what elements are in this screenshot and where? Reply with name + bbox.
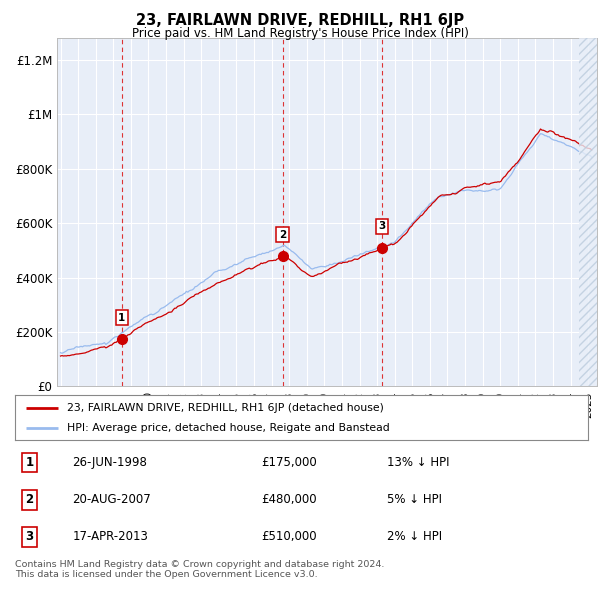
Text: 3: 3 bbox=[379, 221, 386, 231]
Bar bbox=[580, 38, 600, 386]
Text: 2: 2 bbox=[25, 493, 34, 506]
Text: 17-APR-2013: 17-APR-2013 bbox=[73, 530, 148, 543]
Text: 2% ↓ HPI: 2% ↓ HPI bbox=[388, 530, 443, 543]
Text: 1: 1 bbox=[25, 456, 34, 469]
Text: £175,000: £175,000 bbox=[262, 456, 317, 469]
Text: 23, FAIRLAWN DRIVE, REDHILL, RH1 6JP (detached house): 23, FAIRLAWN DRIVE, REDHILL, RH1 6JP (de… bbox=[67, 403, 383, 412]
Text: Contains HM Land Registry data © Crown copyright and database right 2024.
This d: Contains HM Land Registry data © Crown c… bbox=[15, 560, 385, 579]
Text: 2: 2 bbox=[279, 230, 286, 240]
Text: 26-JUN-1998: 26-JUN-1998 bbox=[73, 456, 147, 469]
Text: 23, FAIRLAWN DRIVE, REDHILL, RH1 6JP: 23, FAIRLAWN DRIVE, REDHILL, RH1 6JP bbox=[136, 13, 464, 28]
Text: 13% ↓ HPI: 13% ↓ HPI bbox=[388, 456, 450, 469]
Text: 1: 1 bbox=[118, 313, 125, 323]
Text: Price paid vs. HM Land Registry's House Price Index (HPI): Price paid vs. HM Land Registry's House … bbox=[131, 27, 469, 40]
Text: £480,000: £480,000 bbox=[262, 493, 317, 506]
Text: £510,000: £510,000 bbox=[262, 530, 317, 543]
Text: 20-AUG-2007: 20-AUG-2007 bbox=[73, 493, 151, 506]
Text: HPI: Average price, detached house, Reigate and Banstead: HPI: Average price, detached house, Reig… bbox=[67, 422, 389, 432]
Text: 3: 3 bbox=[25, 530, 34, 543]
Text: 5% ↓ HPI: 5% ↓ HPI bbox=[388, 493, 442, 506]
